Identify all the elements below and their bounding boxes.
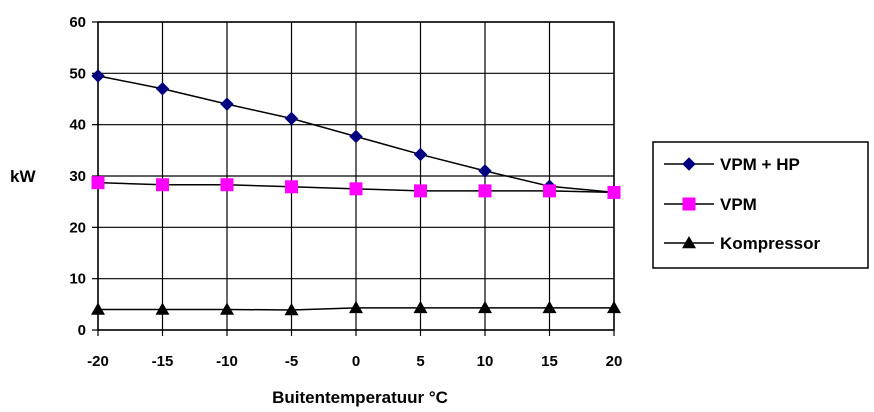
series-triangle — [91, 300, 621, 316]
y-tick-label: 40 — [69, 117, 86, 134]
data-point — [284, 111, 299, 126]
data-point — [478, 164, 492, 178]
y-tick-label: 30 — [69, 168, 86, 185]
y-tick-label: 0 — [78, 322, 86, 339]
data-point — [414, 184, 427, 198]
x-tick-label: -10 — [216, 353, 238, 370]
y-tick-label: 50 — [69, 65, 86, 82]
x-tick-label: -5 — [285, 353, 298, 370]
data-point — [349, 300, 363, 314]
data-point — [91, 69, 105, 83]
data-point — [91, 302, 105, 315]
data-point — [155, 82, 170, 96]
gridlines — [97, 21, 615, 331]
y-tick-label: 20 — [69, 219, 86, 236]
x-tick-label: 20 — [606, 353, 623, 370]
data-point — [220, 97, 234, 111]
series-diamond — [91, 69, 621, 200]
series-square — [91, 176, 621, 199]
data-point — [542, 300, 557, 314]
y-axis-ticks: 0 10 20 30 40 50 60 — [69, 14, 98, 339]
series-layer — [91, 69, 621, 316]
data-point — [478, 300, 492, 314]
y-axis-label: kW — [10, 167, 36, 186]
data-point — [220, 178, 234, 192]
y-tick-label: 60 — [69, 14, 86, 31]
legend-marker — [682, 157, 696, 171]
legend-entry: VPM — [720, 195, 757, 214]
legend-marker — [682, 236, 696, 249]
data-point — [349, 182, 363, 196]
x-tick-label: -20 — [87, 353, 109, 370]
data-point — [607, 185, 621, 199]
data-point — [220, 302, 234, 315]
legend-entry: Kompressor — [720, 234, 821, 253]
data-point — [155, 302, 170, 315]
x-tick-label: 15 — [541, 353, 558, 370]
x-axis-label: Buitentemperatuur °C — [272, 388, 448, 407]
x-tick-label: 10 — [477, 353, 494, 370]
data-point — [349, 129, 363, 144]
data-point — [91, 176, 105, 190]
data-point — [543, 184, 556, 198]
x-tick-label: -15 — [152, 353, 174, 370]
data-point — [478, 184, 492, 198]
legend-marker — [682, 197, 696, 211]
x-axis-ticks: -20 -15 -10 -5 0 5 10 15 20 — [87, 330, 622, 370]
x-tick-label: 5 — [416, 353, 424, 370]
data-point — [285, 180, 298, 194]
y-tick-label: 10 — [69, 271, 86, 288]
x-tick-label: 0 — [352, 353, 360, 370]
data-point — [156, 178, 169, 192]
data-point — [284, 302, 299, 316]
data-point — [413, 147, 428, 162]
data-point — [607, 300, 621, 314]
legend: VPM + HP VPM Kompressor — [652, 141, 869, 269]
data-point — [413, 300, 428, 314]
legend-entry: VPM + HP — [720, 155, 800, 174]
